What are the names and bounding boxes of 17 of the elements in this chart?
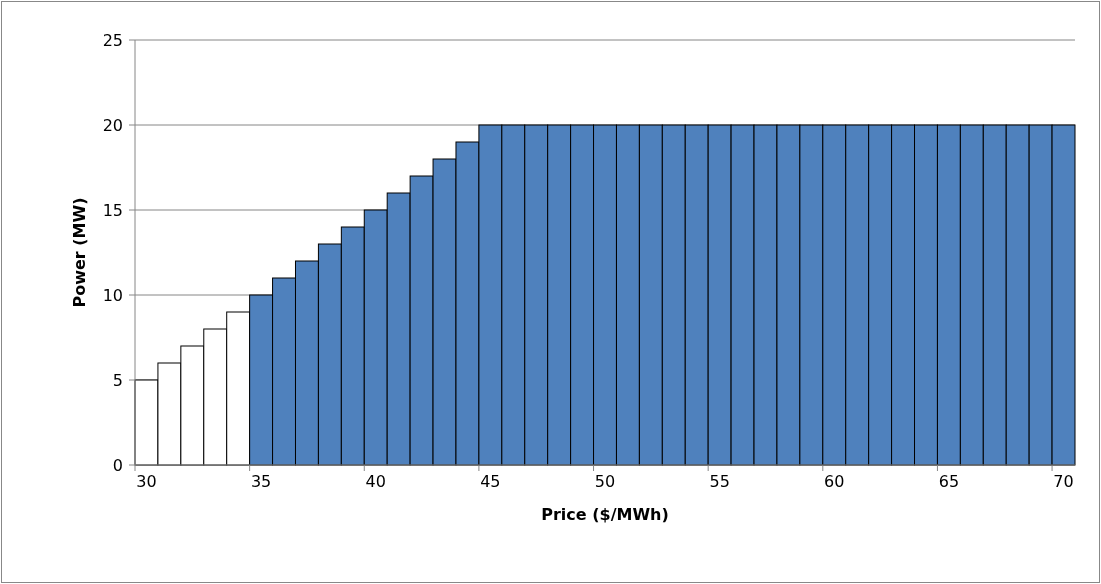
y-tick-label: 0	[112, 455, 123, 475]
y-axis-title: Power (MW)	[70, 197, 89, 308]
x-tick-label: 60	[824, 472, 845, 491]
x-tick-label: 70	[1053, 472, 1074, 491]
x-tick-label: 35	[250, 472, 272, 491]
y-tick-label: 5	[112, 370, 123, 390]
x-tick-label: 55	[709, 472, 730, 491]
x-tick-label: 40	[365, 472, 386, 491]
x-tick-label: 45	[480, 472, 501, 491]
y-tick-label: 20	[102, 115, 123, 135]
x-axis-title: Price ($/MWh)	[541, 505, 669, 524]
y-tick-label: 15	[102, 200, 123, 220]
y-tick-label: 10	[102, 285, 123, 305]
x-tick-label: 50	[594, 472, 616, 491]
x-tick-label: 65	[938, 472, 960, 491]
y-tick-label: 25	[102, 30, 123, 50]
x-tick-label: 30	[136, 472, 157, 491]
